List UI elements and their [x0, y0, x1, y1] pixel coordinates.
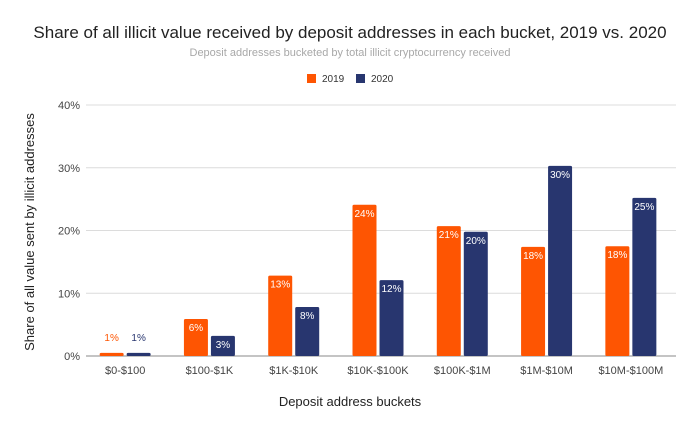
data-labels: 1% 1% 6% 3% 13% 8% 24% 12% 21% 20% 18% 30% 18% 25% — [104, 170, 654, 351]
y-axis-ticks: 0% 10% 20% 30% 40% — [58, 100, 80, 363]
legend-label-2019: 2019 — [322, 74, 345, 85]
y-axis-label: Share of all value sent by illicit addre… — [22, 113, 37, 351]
bar-2020 — [632, 197, 657, 356]
bar-2019 — [268, 275, 293, 356]
bar-2020 — [126, 352, 151, 356]
data-label-2020: 25% — [634, 202, 654, 213]
data-label-2020: 12% — [381, 284, 401, 295]
bar-2019 — [521, 246, 546, 356]
x-tick-label: $100K-$1M — [434, 365, 491, 377]
bars — [99, 165, 657, 356]
bar-2020 — [210, 335, 235, 356]
chart-subtitle: Deposit addresses bucketed by total illi… — [190, 47, 511, 59]
gridlines — [86, 104, 676, 357]
y-tick-label: 0% — [64, 351, 80, 363]
bar-2019 — [605, 246, 630, 356]
chart-title: Share of all illicit value received by d… — [33, 23, 666, 42]
data-label-2020: 20% — [466, 236, 486, 247]
x-tick-label: $10K-$100K — [347, 365, 409, 377]
x-tick-label: $10M-$100M — [598, 365, 663, 377]
data-label-2020: 1% — [131, 333, 146, 344]
bar-2019 — [436, 226, 461, 356]
legend-label-2020: 2020 — [371, 74, 394, 85]
data-label-2020: 30% — [550, 170, 570, 181]
bar-2019 — [99, 352, 124, 356]
data-label-2019: 18% — [523, 251, 543, 262]
x-tick-label: $1K-$10K — [269, 365, 319, 377]
legend-swatch-2019 — [307, 74, 316, 83]
y-tick-label: 10% — [58, 288, 80, 300]
data-label-2019: 6% — [189, 323, 204, 334]
x-tick-label: $1M-$10M — [520, 365, 573, 377]
x-axis-label: Deposit address buckets — [279, 394, 422, 409]
bar-2020 — [463, 231, 488, 356]
data-label-2019: 1% — [104, 333, 119, 344]
data-label-2020: 8% — [300, 311, 315, 322]
bar-2020 — [379, 280, 404, 356]
bar-2019 — [183, 318, 208, 356]
legend-swatch-2020 — [356, 74, 365, 83]
data-label-2019: 13% — [270, 280, 290, 291]
data-label-2019: 24% — [354, 209, 374, 220]
data-label-2019: 18% — [607, 250, 627, 261]
legend: 2019 2020 — [307, 74, 394, 85]
x-tick-label: $0-$100 — [105, 365, 145, 377]
y-tick-label: 20% — [58, 226, 80, 238]
y-tick-label: 30% — [58, 163, 80, 175]
bar-2020 — [548, 165, 573, 356]
bar-2020 — [295, 307, 320, 356]
x-axis-ticks: $0-$100 $100-$1K $1K-$10K $10K-$100K $100K-$… — [105, 365, 663, 377]
bar-2019 — [352, 204, 377, 356]
data-label-2020: 3% — [216, 340, 231, 351]
x-tick-label: $100-$1K — [186, 365, 234, 377]
y-tick-label: 40% — [58, 100, 80, 112]
data-label-2019: 21% — [439, 230, 459, 241]
